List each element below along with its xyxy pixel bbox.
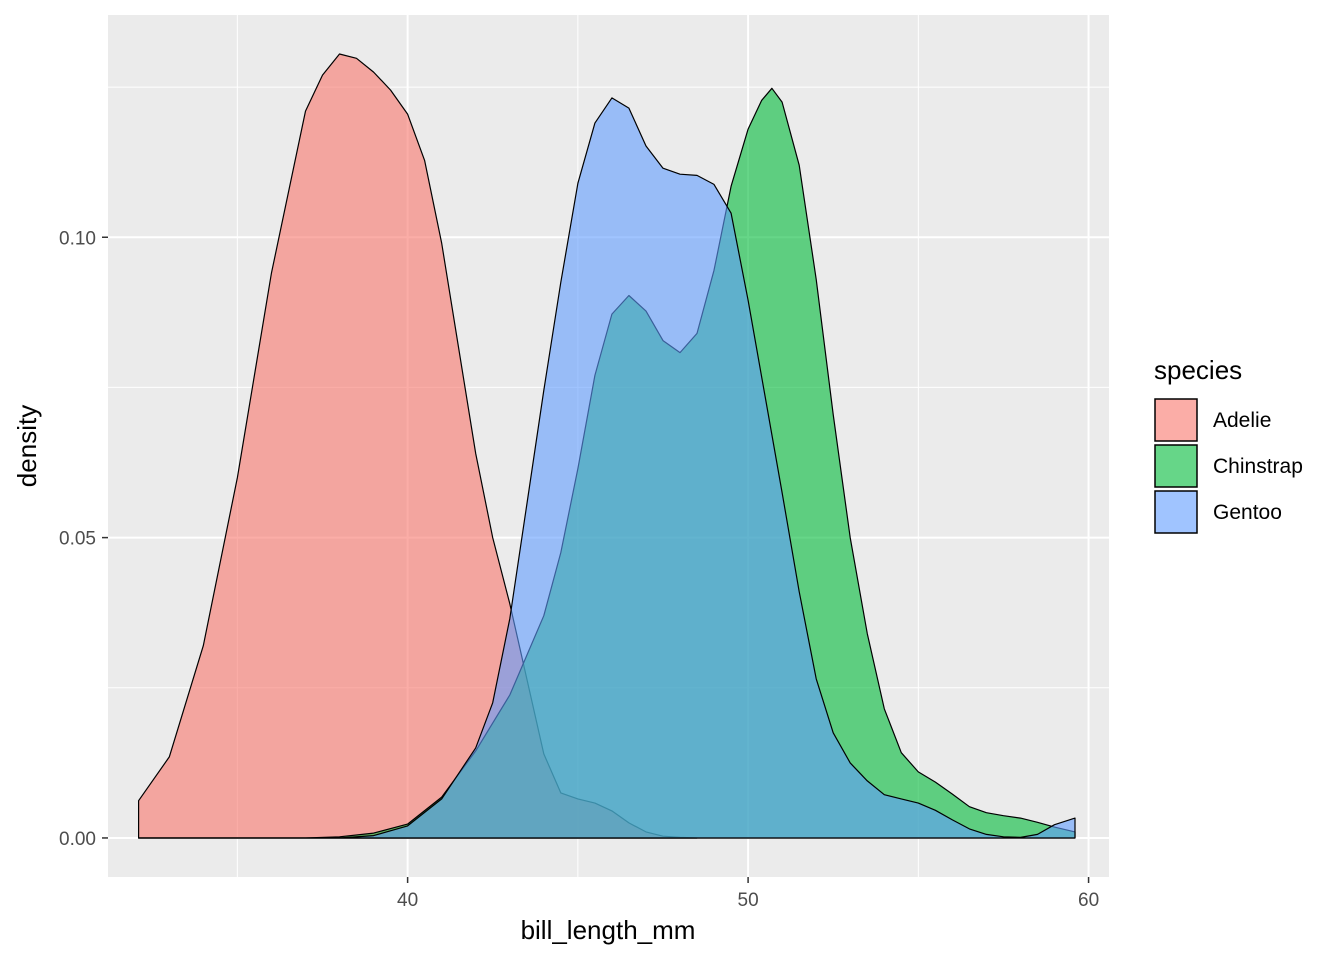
legend-label: Chinstrap (1213, 455, 1303, 478)
y-tick-label: 0.10 (59, 228, 96, 249)
y-tick-label: 0.00 (59, 829, 96, 850)
x-axis-title: bill_length_mm (521, 915, 696, 945)
legend-item-gentoo: Gentoo (1154, 490, 1282, 534)
legend-item-chinstrap: Chinstrap (1154, 444, 1303, 488)
x-tick-label: 60 (1078, 890, 1099, 911)
legend-label: Gentoo (1213, 501, 1282, 524)
legend-key-swatch (1154, 444, 1198, 488)
legend-title: species (1154, 355, 1242, 385)
legend-label: Adelie (1213, 409, 1271, 432)
legend-key-swatch (1154, 490, 1198, 534)
legend-item-adelie: Adelie (1154, 398, 1271, 442)
axes: 40 50 60 0.00 0.05 0.10 (59, 228, 1099, 911)
density-area-gentoo (138, 97, 1076, 839)
x-tick-label: 40 (397, 890, 418, 911)
density-areas (138, 53, 1076, 839)
x-tick-label: 50 (738, 890, 759, 911)
legend: species Adelie Chinstrap Gentoo (1154, 355, 1303, 534)
legend-items: Adelie Chinstrap Gentoo (1154, 398, 1303, 534)
y-tick-label: 0.05 (59, 529, 96, 550)
legend-key-swatch (1154, 398, 1198, 442)
y-axis-title: density (12, 405, 42, 487)
